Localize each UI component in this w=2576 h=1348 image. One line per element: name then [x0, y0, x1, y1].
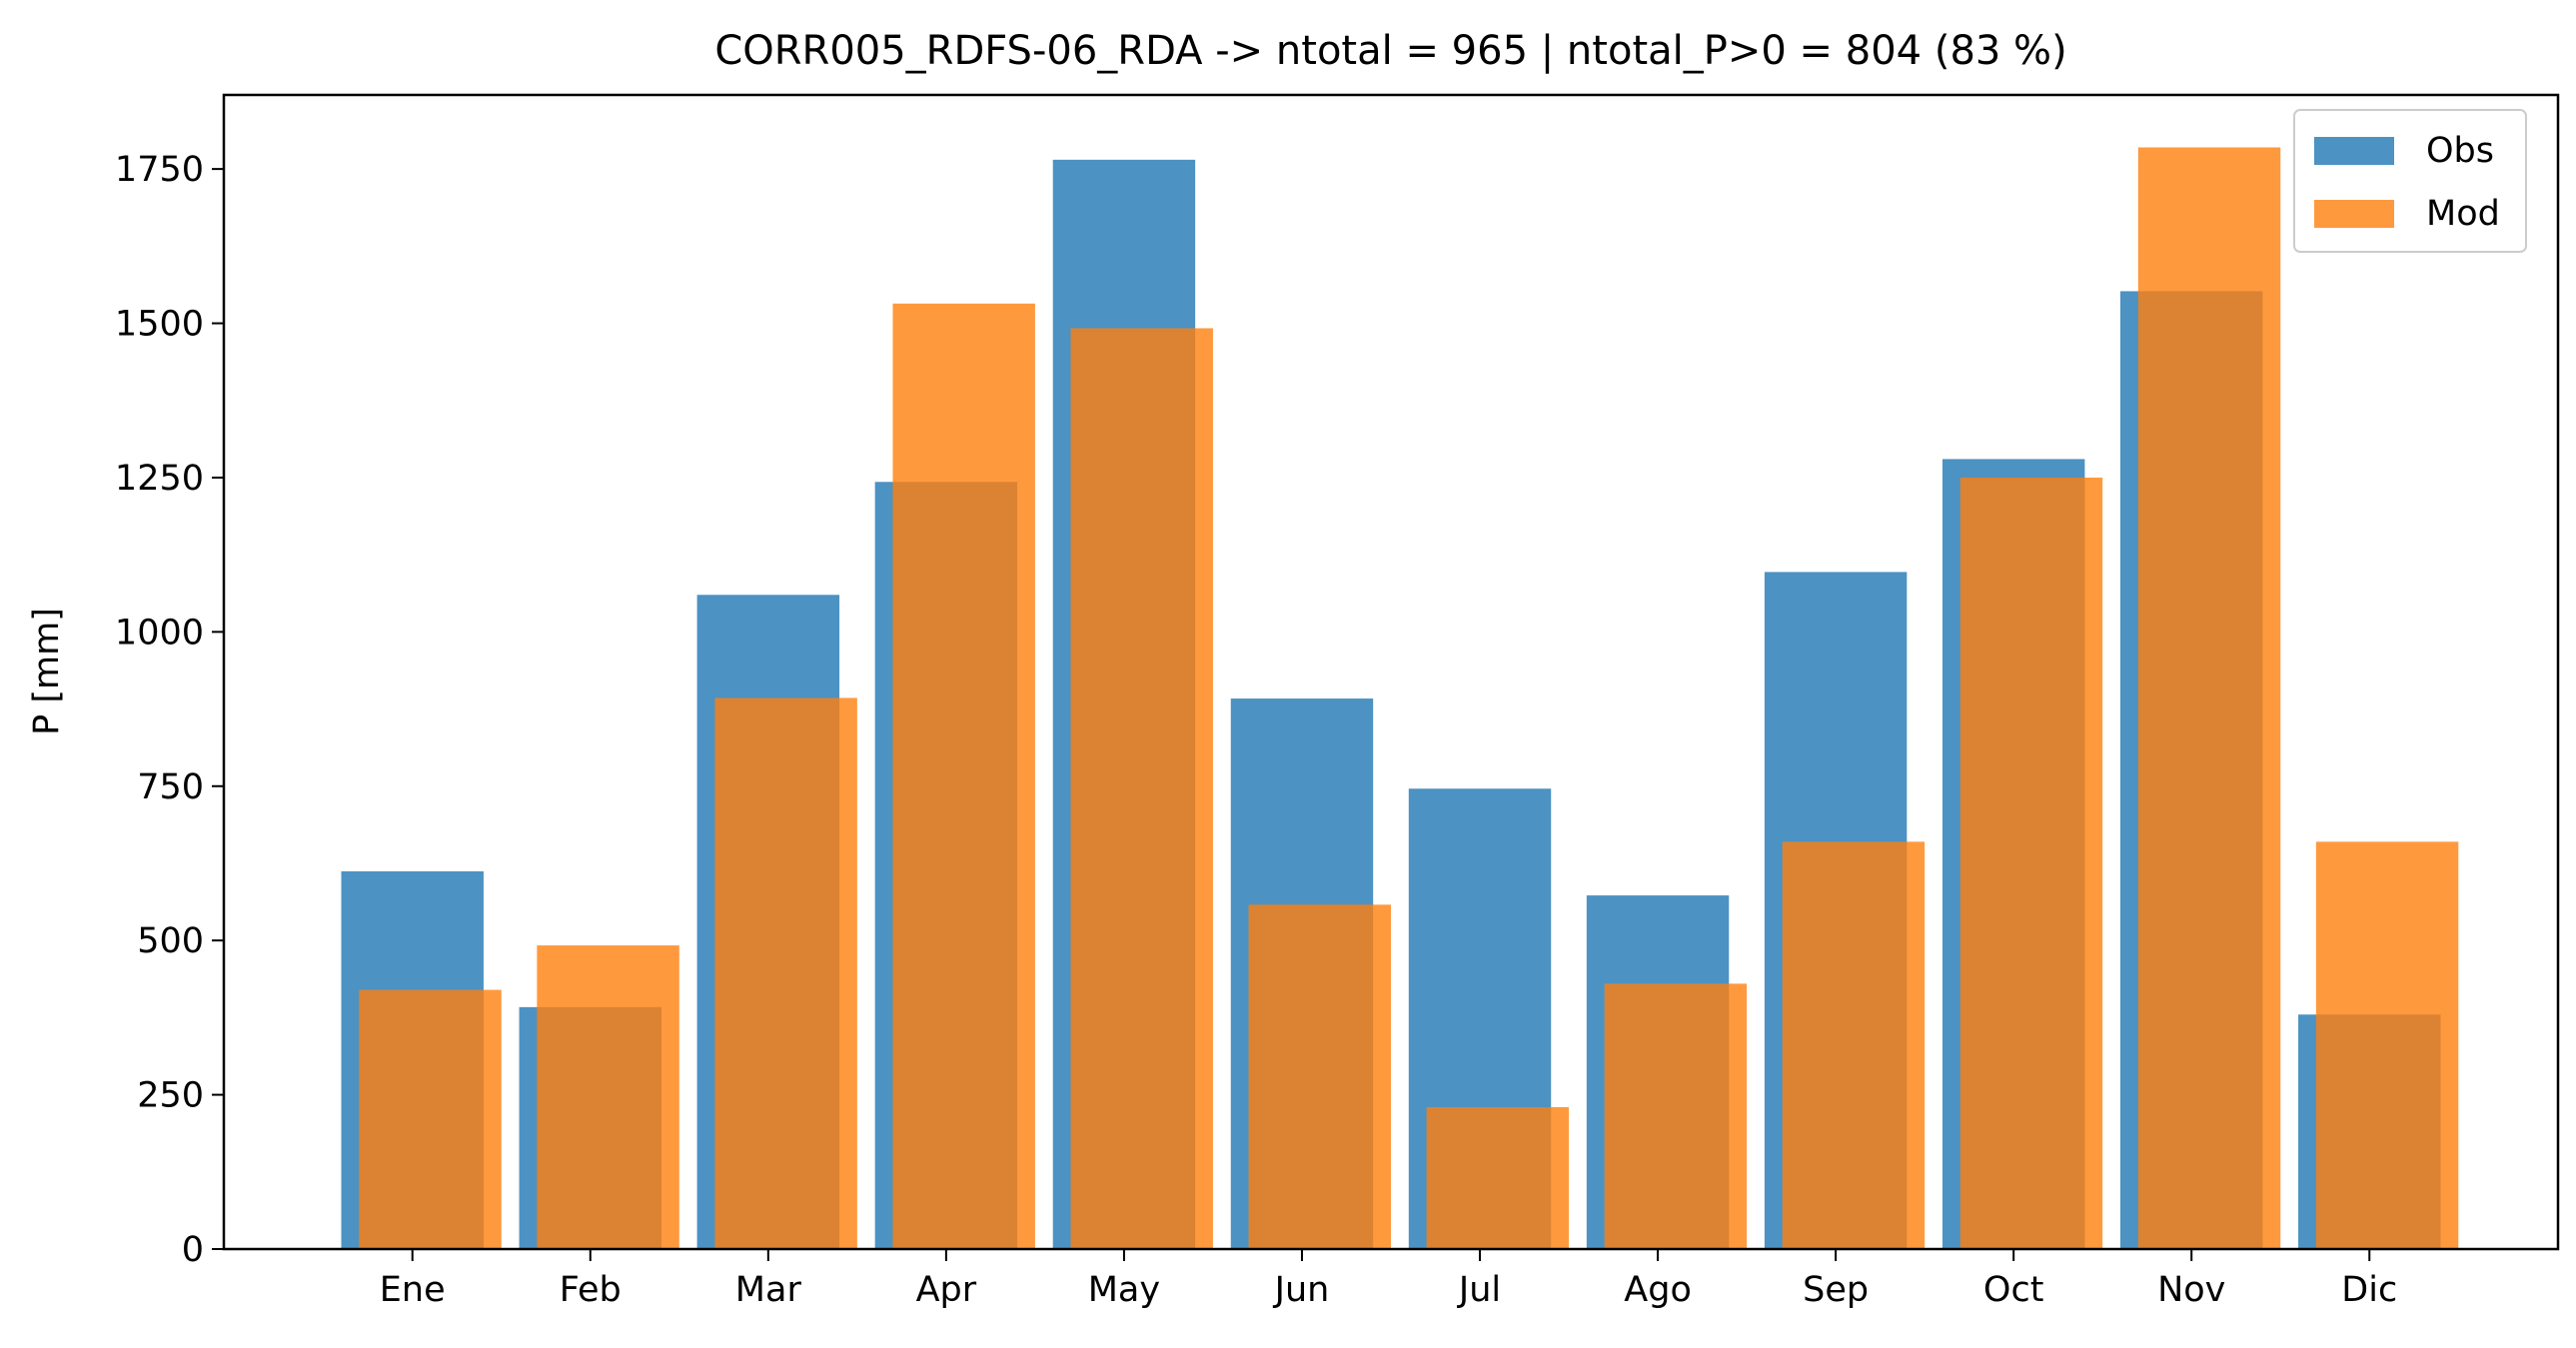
- legend-swatch-mod: [2314, 200, 2394, 228]
- bar-mod-sep: [1782, 841, 1926, 1249]
- bar-mod-feb: [537, 945, 679, 1249]
- bar-mod-may: [1070, 328, 1213, 1249]
- bar-mod-ene: [359, 989, 502, 1249]
- bar-mod-jun: [1248, 904, 1391, 1249]
- y-tick-label: 500: [137, 921, 204, 961]
- x-tick-label: Dic: [2341, 1270, 2397, 1310]
- bars: [341, 147, 2459, 1250]
- bar-mod-mar: [714, 697, 857, 1249]
- x-tick-label: Feb: [560, 1270, 622, 1310]
- y-axis-label: P [mm]: [27, 608, 67, 735]
- x-tick-label: May: [1088, 1270, 1160, 1310]
- x-tick-label: Mar: [735, 1270, 802, 1310]
- y-tick-label: 750: [137, 767, 204, 807]
- chart-title: CORR005_RDFS-06_RDA -> ntotal = 965 | nt…: [714, 28, 2066, 74]
- bar-mod-dic: [2315, 841, 2459, 1249]
- x-axis: Ene Feb Mar Apr May Jun Jul Ago Sep Oct Nov Dic: [380, 1249, 2397, 1310]
- y-tick-label: 1500: [115, 305, 204, 345]
- y-tick-label: 1750: [115, 150, 204, 190]
- bar-mod-oct: [1959, 477, 2103, 1249]
- legend-swatch-obs: [2314, 137, 2394, 165]
- y-tick-label: 0: [182, 1230, 204, 1270]
- bar-mod-apr: [892, 303, 1035, 1249]
- legend-label-obs: Obs: [2426, 131, 2494, 171]
- bar-mod-ago: [1604, 983, 1748, 1249]
- x-tick-label: Ene: [380, 1270, 446, 1310]
- x-tick-label: Sep: [1803, 1270, 1869, 1310]
- x-tick-label: Jun: [1273, 1270, 1330, 1310]
- y-tick-label: 1000: [115, 613, 204, 653]
- x-tick-label: Jul: [1457, 1270, 1501, 1310]
- x-tick-label: Apr: [916, 1270, 977, 1310]
- bar-mod-nov: [2137, 147, 2281, 1249]
- axes-frame: [222, 93, 2560, 1251]
- x-tick-label: Ago: [1624, 1270, 1692, 1310]
- y-axis: 0 250 500 750 1000 1250 1500 1750: [115, 150, 224, 1270]
- x-tick-label: Nov: [2157, 1270, 2225, 1310]
- legend-label-mod: Mod: [2426, 194, 2500, 234]
- bar-mod-jul: [1426, 1106, 1570, 1249]
- y-tick-label: 1250: [115, 459, 204, 499]
- x-tick-label: Oct: [1983, 1270, 2044, 1310]
- y-tick-label: 250: [137, 1076, 204, 1116]
- legend: Obs Mod: [2293, 109, 2527, 253]
